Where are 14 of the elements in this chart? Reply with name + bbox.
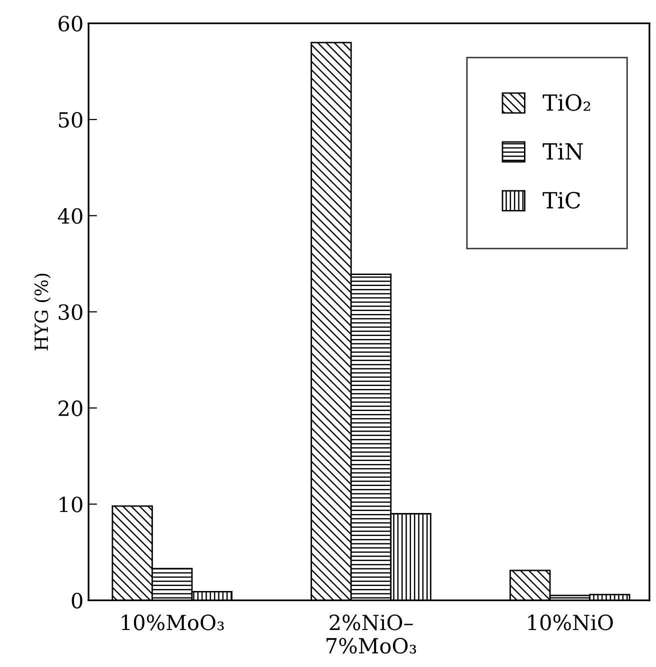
x-tick-label: 2%NiO– 7%MoO₃ bbox=[326, 614, 416, 654]
y-tick-label: 0 bbox=[72, 592, 82, 609]
y-tick-label: 40 bbox=[58, 208, 82, 224]
x-tick-label: 10%MoO₃ bbox=[122, 614, 224, 630]
y-tick-label: 20 bbox=[58, 400, 82, 416]
x-tick-label: 10%NiO bbox=[528, 614, 613, 630]
legend-label: TiC bbox=[542, 192, 580, 209]
y-tick-label: 30 bbox=[58, 304, 82, 320]
y-axis-title: HYG (%) bbox=[34, 274, 51, 350]
legend-label: TiO₂ bbox=[542, 94, 590, 111]
y-tick-label: 60 bbox=[58, 16, 82, 32]
legend-label: TiN bbox=[542, 143, 583, 160]
y-tick-label: 10 bbox=[60, 496, 82, 512]
y-tick-label: 50 bbox=[58, 112, 82, 128]
